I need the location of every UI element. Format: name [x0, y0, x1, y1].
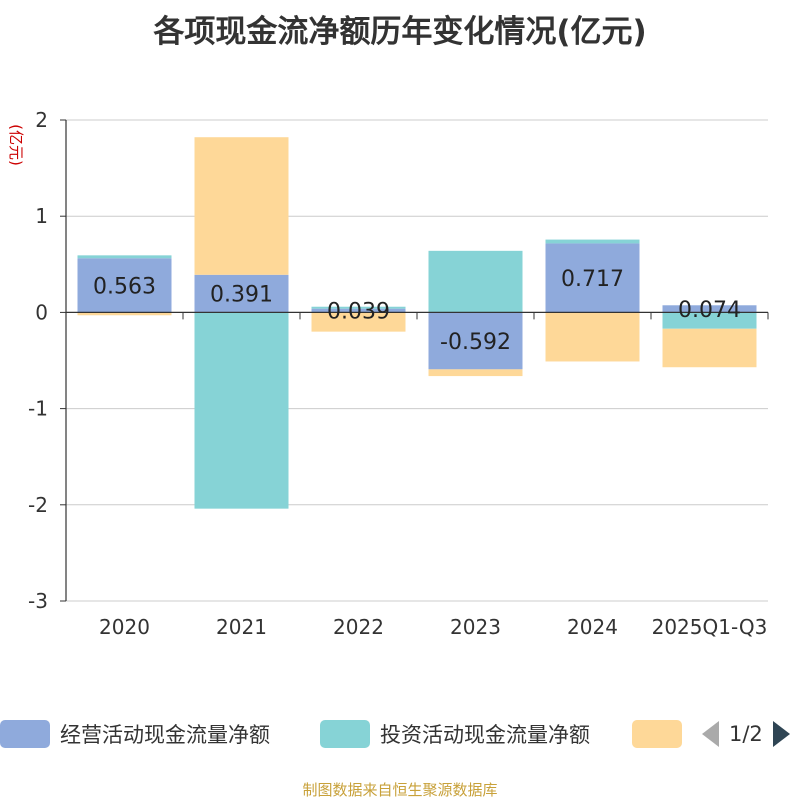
x-tick-label: 2022: [333, 615, 384, 639]
legend-swatch-investing: [320, 720, 370, 748]
legend-label-investing: 投资活动现金流量净额: [380, 723, 590, 747]
legend-swatch-financing: [632, 720, 682, 748]
x-tick-label: 2025Q1-Q3: [652, 615, 768, 639]
legend-next-arrow-icon[interactable]: [772, 721, 790, 747]
bar-series-2-2022: [311, 306, 406, 309]
bar-series-1-2023: [428, 312, 523, 370]
bar-series-2-2020: [77, 255, 172, 259]
data-label: -0.592: [440, 330, 511, 355]
bar-series-2-2021: [194, 312, 289, 509]
legend-prev-arrow-icon[interactable]: [702, 721, 719, 747]
bar-series-1-2020: [77, 258, 172, 313]
bar-series-3-2020: [77, 312, 172, 316]
data-label: 0.717: [561, 267, 624, 292]
data-label: 0.391: [210, 283, 273, 308]
legend-item-operating[interactable]: 经营活动现金流量净额: [0, 718, 270, 750]
chart-title: 各项现金流净额历年变化情况(亿元): [153, 14, 647, 50]
x-tick-label: 2021: [216, 615, 267, 639]
x-tick-label: 2024: [567, 615, 618, 639]
data-label: 0.039: [327, 300, 390, 325]
legend-swatch-operating: [0, 720, 50, 748]
y-tick-label: 2: [35, 108, 48, 132]
legend-label-operating: 经营活动现金流量净额: [60, 723, 270, 747]
bar-series-2-2023: [428, 250, 523, 313]
y-tick-label: -2: [28, 493, 48, 517]
legend-pager: 1/2: [702, 718, 790, 750]
legend-item-investing[interactable]: 投资活动现金流量净额: [320, 718, 590, 750]
x-tick-label: 2023: [450, 615, 501, 639]
y-tick-label: 1: [35, 204, 48, 228]
bar-series-3-2023: [428, 369, 523, 377]
y-tick-label: 0: [35, 300, 48, 324]
bar-series-3-2025Q1-Q3: [662, 328, 757, 368]
data-label: 0.074: [678, 298, 741, 323]
y-tick-label: -3: [28, 589, 48, 613]
bar-series-1-2024: [545, 243, 640, 313]
bar-series-1-2022: [311, 308, 406, 313]
bar-series-2-2025Q1-Q3: [662, 312, 757, 329]
bar-series-3-2021: [194, 137, 289, 275]
bar-series-3-2024: [545, 312, 640, 362]
bar-series-1-2021: [194, 274, 289, 313]
x-tick-label: 2020: [99, 615, 150, 639]
bar-series-2-2024: [545, 239, 640, 244]
legend-item-financing[interactable]: [632, 718, 692, 750]
data-label: 0.563: [93, 274, 156, 299]
y-axis-unit-label: (亿元): [7, 124, 25, 166]
data-source-footer: 制图数据来自恒生聚源数据库: [302, 781, 498, 799]
legend: 经营活动现金流量净额 投资活动现金流量净额 1/2: [0, 718, 800, 750]
bar-series-3-2022: [311, 312, 406, 332]
bar-series-1-2025Q1-Q3: [662, 305, 757, 313]
legend-page-indicator: 1/2: [729, 722, 763, 746]
y-tick-label: -1: [28, 397, 48, 421]
cash-flow-chart: 2 1 0 -1 -2 -3 (亿元) 0.563 0.391 0.039 -0.592 0.717 0…: [7, 108, 769, 639]
